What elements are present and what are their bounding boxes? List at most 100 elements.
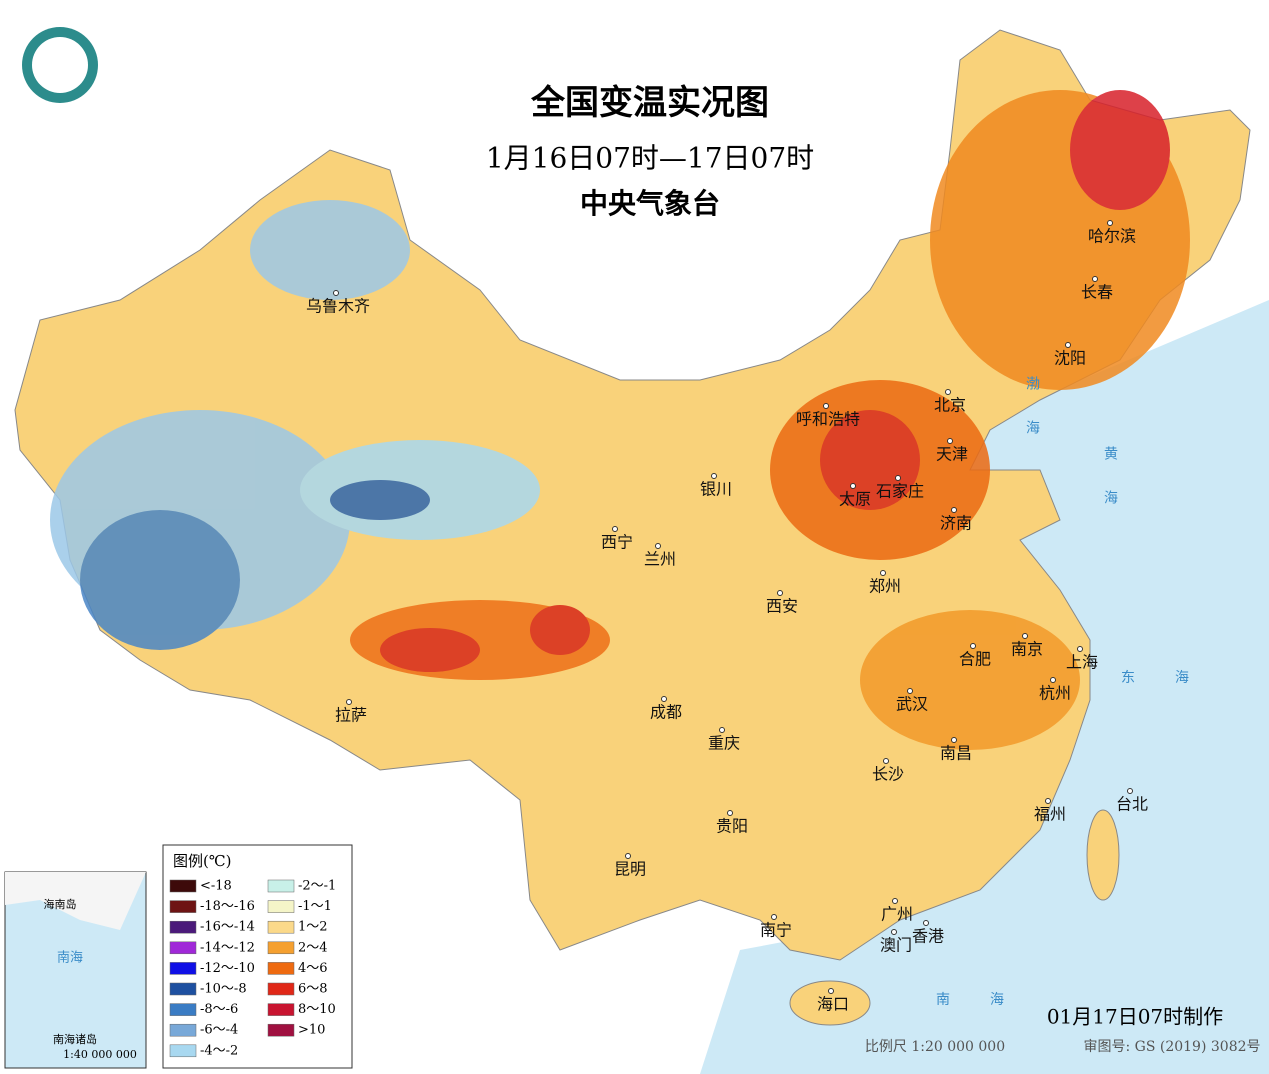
city-dot xyxy=(1022,633,1028,639)
legend-label: 2～4 xyxy=(298,940,328,955)
cold-area xyxy=(330,480,430,520)
sea xyxy=(700,300,1269,1074)
city-dot xyxy=(1127,788,1133,794)
city-dot xyxy=(655,543,661,549)
city-label: 西宁 xyxy=(601,533,633,552)
city-label: 武汉 xyxy=(896,695,928,714)
city-dot xyxy=(612,526,618,532)
city-label: 呼和浩特 xyxy=(796,410,860,429)
city-dot xyxy=(625,853,631,859)
scale: 比例尺 1:20 000 000 xyxy=(865,1039,1005,1055)
city-dot xyxy=(1077,646,1083,652)
city-label: 香港 xyxy=(912,927,944,946)
city-label: 济南 xyxy=(940,514,972,533)
city-label: 广州 xyxy=(881,905,913,924)
city-label: 郑州 xyxy=(869,577,901,596)
city-dot xyxy=(923,920,929,926)
legend-swatch xyxy=(267,1003,295,1016)
city-dot xyxy=(895,475,901,481)
city-label: 北京 xyxy=(934,396,966,415)
city-dot xyxy=(947,438,953,444)
city-label: 杭州 xyxy=(1039,684,1071,703)
legend-swatch xyxy=(169,1023,197,1037)
city-dot xyxy=(1092,276,1098,282)
warm-area xyxy=(860,610,1080,750)
legend-swatch xyxy=(267,920,295,934)
city-dot xyxy=(1065,342,1071,348)
legend-swatch xyxy=(169,920,197,934)
inset-sea-label: 南海 xyxy=(57,950,83,966)
city-dot xyxy=(346,699,352,705)
city-label: 天津 xyxy=(936,445,968,464)
city-dot xyxy=(891,929,897,935)
city-label: 长沙 xyxy=(872,765,904,784)
city-dot xyxy=(711,473,717,479)
city-label: 重庆 xyxy=(708,734,740,753)
legend-label: 6～8 xyxy=(298,982,328,997)
city-label: 西安 xyxy=(766,597,798,616)
legend-swatch xyxy=(169,982,197,996)
inset-label: 海南岛 xyxy=(44,897,77,911)
city-dot xyxy=(661,696,667,702)
legend-label: -2～-1 xyxy=(298,879,336,894)
legend-label: -1～1 xyxy=(298,899,332,914)
city-label: 台北 xyxy=(1116,795,1148,814)
city-dot xyxy=(333,290,339,296)
city-dot xyxy=(777,590,783,596)
city-label: 贵阳 xyxy=(716,817,748,836)
legend-label: -12～-10 xyxy=(200,961,255,976)
legend-label: -8～-6 xyxy=(200,1002,238,1017)
city-dot xyxy=(1107,220,1113,226)
city-dot xyxy=(945,389,951,395)
legend-swatch xyxy=(267,879,295,893)
city-dot xyxy=(719,727,725,733)
inset-label: 南海诸岛 xyxy=(53,1032,97,1046)
approval: 审图号: GS (2019) 3082号 xyxy=(1083,1039,1260,1055)
city-label: 南宁 xyxy=(760,921,792,940)
legend-label: 1～2 xyxy=(298,920,328,935)
legend-swatch xyxy=(169,1003,197,1016)
city-dot xyxy=(850,483,856,489)
legend-title: 图例(℃) xyxy=(173,852,231,870)
sea-label: 渤海 xyxy=(1024,376,1040,464)
sea-label: 黄海 xyxy=(1102,445,1118,534)
city-dot xyxy=(880,570,886,576)
city-label: 澳门 xyxy=(880,936,912,955)
hainan xyxy=(789,980,871,1026)
org: 中央气象台 xyxy=(580,187,720,220)
legend-swatch xyxy=(267,962,295,975)
city-label: 合肥 xyxy=(959,650,991,669)
legend-label: <-18 xyxy=(200,879,232,894)
city-dot xyxy=(892,898,898,904)
city-dot xyxy=(907,688,913,694)
city-label: 成都 xyxy=(650,703,682,722)
legend-swatch xyxy=(169,962,197,975)
cold-area xyxy=(80,510,240,650)
legend-label: -14～-12 xyxy=(200,940,255,955)
legend-swatch xyxy=(267,900,295,913)
city-dot xyxy=(951,507,957,513)
legend-swatch xyxy=(267,982,295,996)
city-label: 哈尔滨 xyxy=(1088,227,1136,246)
temperature-areas xyxy=(50,90,1190,750)
sea-label: 南海 xyxy=(936,992,1044,1008)
inset-land xyxy=(5,872,146,930)
city-label: 海口 xyxy=(817,995,849,1014)
city-label: 银川 xyxy=(700,480,732,499)
city-dot xyxy=(727,810,733,816)
legend-label: -10～-8 xyxy=(200,982,247,997)
legend-label: 4～6 xyxy=(298,961,328,976)
legend-label: -4～-2 xyxy=(200,1043,238,1058)
city-label: 福州 xyxy=(1034,805,1066,824)
city-label: 兰州 xyxy=(644,550,676,569)
legend-swatch xyxy=(169,941,197,955)
city-label: 沈阳 xyxy=(1054,349,1086,368)
city-label: 长春 xyxy=(1081,283,1113,302)
legend-swatch xyxy=(267,1023,295,1037)
made-time: 01月17日07时制作 xyxy=(1047,1005,1223,1029)
city-label: 上海 xyxy=(1066,653,1098,672)
city-label: 乌鲁木齐 xyxy=(306,297,370,316)
city-label: 昆明 xyxy=(614,860,646,879)
title: 全国变温实况图 xyxy=(530,83,769,123)
